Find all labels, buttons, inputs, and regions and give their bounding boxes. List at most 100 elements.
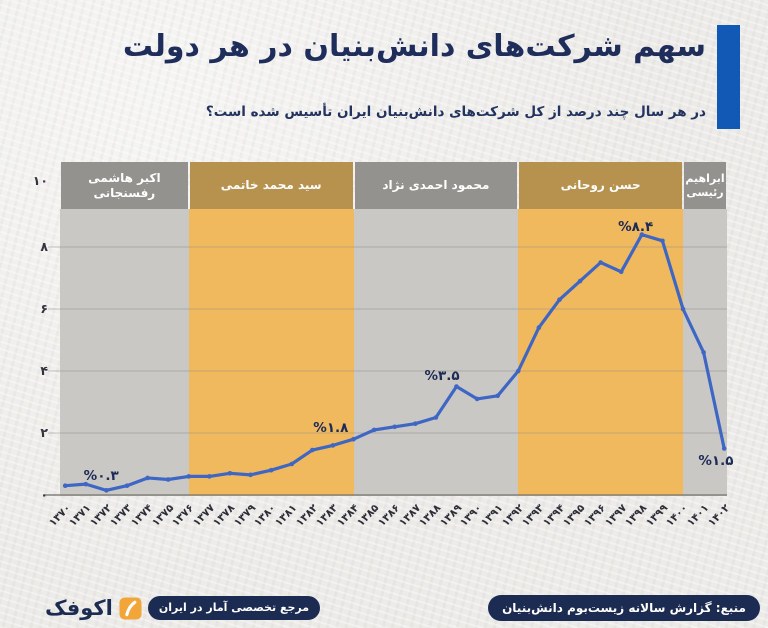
president-label-1384: محمود احمدی نژاد xyxy=(354,162,518,209)
x-tick-text: ۱۴۰۱ xyxy=(684,502,712,529)
data-label-1398: %۸.۴ xyxy=(618,218,654,235)
x-tick-text: ۱۳۷۵ xyxy=(149,502,176,529)
x-tick-text: ۱۳۷۴ xyxy=(128,502,156,529)
plot-svg xyxy=(45,232,727,496)
data-point xyxy=(412,421,418,427)
footer: منبع: گزارش سالانه زیست‌بوم دانش‌بنیان م… xyxy=(0,595,768,621)
president-label-1400: ابراهیم رئیسی xyxy=(684,162,726,209)
brand-logo-text: اکوفک xyxy=(45,596,113,620)
orange-check-icon xyxy=(119,596,142,620)
x-tick-text: ۱۳۸۰ xyxy=(252,502,279,529)
data-label-1383: %۱.۸ xyxy=(313,420,349,437)
y-tick-label: ۶ xyxy=(40,301,48,316)
x-tick-text: ۱۳۸۱ xyxy=(272,502,300,529)
data-point xyxy=(83,481,89,487)
x-tick-text: ۱۳۷۱ xyxy=(66,502,94,529)
title-accent-bar xyxy=(717,25,740,129)
x-tick-text: ۱۳۹۲ xyxy=(499,502,526,529)
page-subtitle: در هر سال چند درصد از کل شرکت‌های دانش‌ب… xyxy=(205,104,706,120)
data-point xyxy=(207,474,212,479)
x-tick-text: ۱۳۸۶ xyxy=(375,502,403,529)
x-tick-text: ۱۳۸۵ xyxy=(355,502,382,529)
president-label-1392: حسن روحانی xyxy=(519,162,683,209)
x-tick-text: ۱۳۹۴ xyxy=(540,502,568,529)
data-point xyxy=(639,232,645,237)
x-tick-text: ۱۳۸۹ xyxy=(437,502,465,529)
trend-line xyxy=(63,232,726,492)
data-point xyxy=(454,384,459,389)
data-point xyxy=(660,238,665,244)
data-point xyxy=(557,297,562,302)
data-point xyxy=(577,278,583,284)
x-tick-text: ۱۳۹۶ xyxy=(581,502,609,529)
president-label-1376: سید محمد خاتمی xyxy=(189,162,353,209)
x-tick-text: ۱۳۹۹ xyxy=(643,502,671,529)
data-point xyxy=(227,471,233,476)
x-tick-text: ۱۴۰۰ xyxy=(664,502,691,529)
x-tick-text: ۱۳۸۸ xyxy=(417,502,444,529)
data-point xyxy=(536,325,542,330)
brand-tagline-badge: مرجع تخصصی آمار در ایران xyxy=(147,596,321,620)
x-tick-text: ۱۳۷۲ xyxy=(87,502,115,529)
x-tick-text: ۱۳۷۹ xyxy=(231,502,259,529)
data-point xyxy=(495,393,500,399)
x-tick-text: ۱۳۹۳ xyxy=(520,502,547,529)
data-point xyxy=(433,415,439,420)
era-band-1370 xyxy=(60,209,189,496)
y-tick-label: ۸ xyxy=(40,239,48,254)
line-chart: اکبر هاشمی رفسنجانی سید محمد خاتمی محمود ا… xyxy=(45,162,734,529)
president-row: اکبر هاشمی رفسنجانی سید محمد خاتمی محمود ا… xyxy=(60,162,727,209)
page-title: سهم شرکت‌های دانش‌بنیان در هر دولت xyxy=(122,29,707,64)
data-point xyxy=(598,260,603,265)
president-label-1370: اکبر هاشمی رفسنجانی xyxy=(61,162,188,209)
data-point xyxy=(165,477,171,482)
brand-lockup: مرجع تخصصی آمار در ایران اکوفک xyxy=(45,596,321,620)
x-tick-text: ۱۳۹۱ xyxy=(478,502,506,529)
data-point xyxy=(248,472,253,478)
x-tick-text: ۱۳۷۶ xyxy=(169,502,197,529)
x-tick-text: ۱۳۹۸ xyxy=(623,502,650,529)
data-point xyxy=(62,483,68,489)
data-point xyxy=(515,368,521,374)
data-point xyxy=(701,350,706,355)
data-point xyxy=(680,306,686,312)
x-tick-text: ۱۳۹۵ xyxy=(561,502,588,529)
era-band-1384 xyxy=(353,209,519,496)
data-label-1402: %۱.۵ xyxy=(698,452,734,469)
title-block: سهم شرکت‌های دانش‌بنیان در هر دولت در هر… xyxy=(122,25,707,129)
data-point xyxy=(371,427,377,433)
era-band-1392 xyxy=(518,209,684,496)
x-tick-text: ۱۳۹۷ xyxy=(602,502,629,529)
data-point xyxy=(310,447,315,453)
y-tick-label: ۲ xyxy=(40,425,48,440)
data-point xyxy=(145,475,150,481)
y-tick-label: ۰ xyxy=(40,487,48,502)
x-tick-text: ۱۳۷۰ xyxy=(46,502,73,529)
x-tick-text: ۱۳۸۴ xyxy=(334,502,362,529)
y-tick-label: ۱۰ xyxy=(32,173,48,188)
data-point xyxy=(351,436,356,442)
data-point xyxy=(330,443,336,448)
x-tick-text: ۱۳۷۷ xyxy=(190,502,217,529)
data-label-1371: %۰.۳ xyxy=(83,467,119,484)
data-point xyxy=(289,461,295,467)
data-point xyxy=(268,467,274,473)
x-tick-text: ۱۳۸۳ xyxy=(314,502,341,529)
x-tick-text: ۱۳۸۲ xyxy=(293,502,320,529)
data-point xyxy=(186,474,192,479)
x-tick-text: ۱۴۰۲ xyxy=(705,502,732,529)
data-point xyxy=(124,483,130,489)
source-badge: منبع: گزارش سالانه زیست‌بوم دانش‌بنیان xyxy=(488,595,760,621)
header: سهم شرکت‌های دانش‌بنیان در هر دولت در هر… xyxy=(0,0,768,129)
data-point xyxy=(474,396,480,402)
x-tick-text: ۱۳۹۰ xyxy=(458,502,485,529)
chart-area: اکبر هاشمی رفسنجانی سید محمد خاتمی محمود ا… xyxy=(0,162,768,546)
data-point xyxy=(392,424,398,430)
x-tick-text: ۱۳۷۸ xyxy=(211,502,238,529)
data-point xyxy=(104,488,109,493)
data-point xyxy=(618,269,624,275)
y-tick-label: ۴ xyxy=(40,363,48,378)
data-label-1389: %۳.۵ xyxy=(424,367,460,384)
data-point xyxy=(721,446,727,451)
